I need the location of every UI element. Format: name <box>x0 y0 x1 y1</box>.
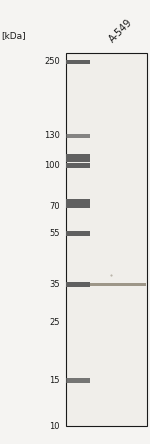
Bar <box>66 158 90 162</box>
Text: 250: 250 <box>44 57 60 67</box>
Text: 10: 10 <box>50 422 60 431</box>
Bar <box>66 378 90 383</box>
Text: 70: 70 <box>49 202 60 210</box>
Bar <box>90 283 146 286</box>
Text: 25: 25 <box>50 318 60 327</box>
Text: A-549: A-549 <box>107 17 134 44</box>
Bar <box>66 60 90 64</box>
Text: 15: 15 <box>50 376 60 385</box>
Bar <box>66 282 90 287</box>
Bar <box>66 135 90 138</box>
Text: 100: 100 <box>44 161 60 170</box>
Text: 55: 55 <box>50 229 60 238</box>
Text: [kDa]: [kDa] <box>2 31 26 40</box>
Bar <box>66 154 90 158</box>
Bar <box>66 231 90 236</box>
Text: 130: 130 <box>44 131 60 140</box>
Bar <box>66 199 90 204</box>
Text: 35: 35 <box>49 280 60 289</box>
Bar <box>66 163 90 168</box>
Bar <box>66 53 147 426</box>
Bar <box>66 204 90 208</box>
